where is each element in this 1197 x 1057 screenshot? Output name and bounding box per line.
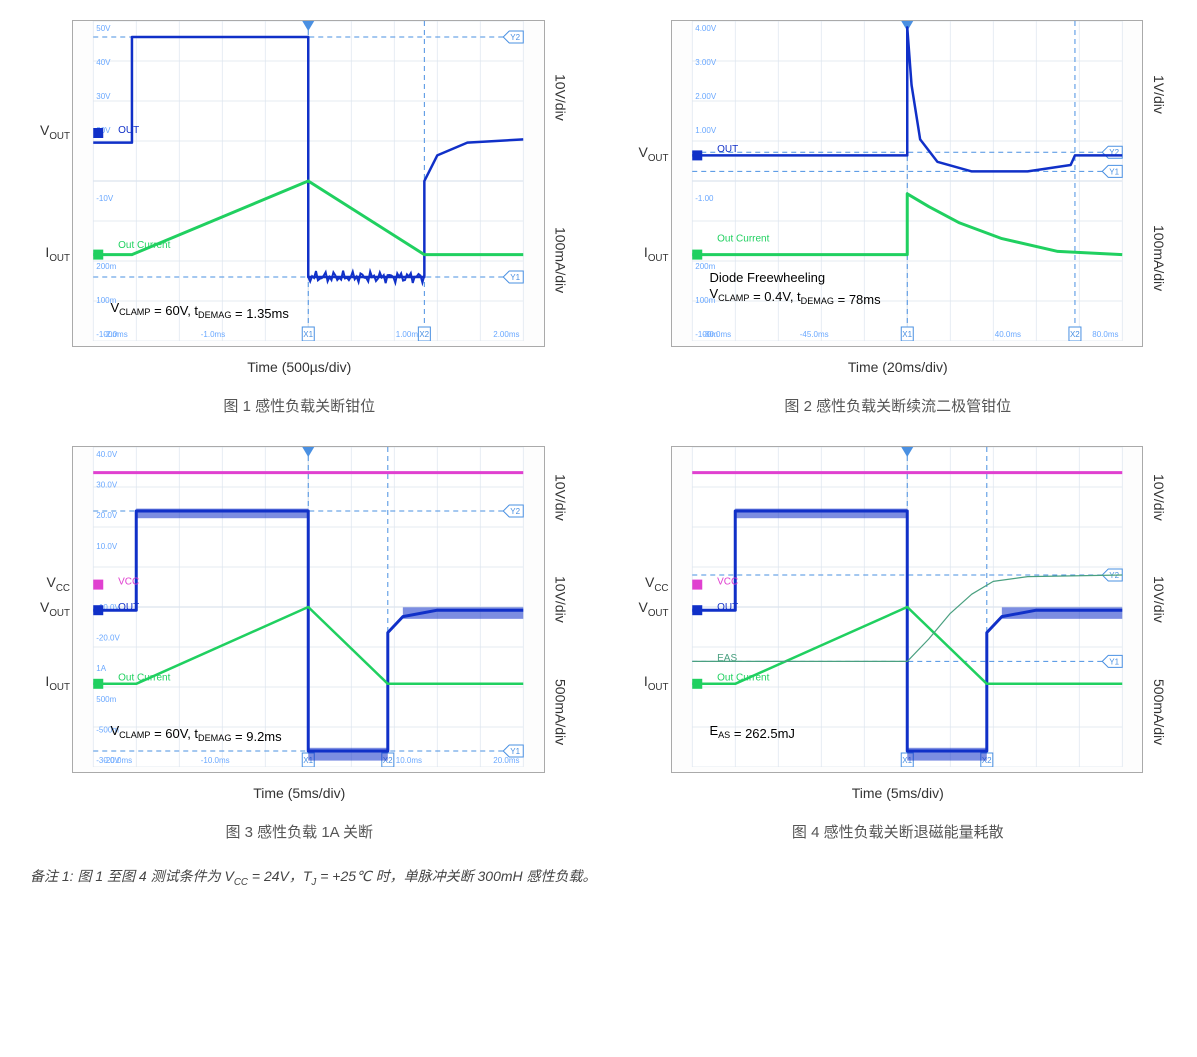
scope-channel-label: OUT [717,144,738,155]
left-labels: VCC VOUT IOUT [30,446,72,766]
svg-text:Y1: Y1 [1109,167,1119,176]
svg-text:500m: 500m [96,695,116,704]
right-labels: 10V/div 100mA/div [545,20,569,347]
scope-channel-label: Out Current [118,672,170,683]
svg-text:X2: X2 [419,330,429,339]
oscilloscope-plot: Y2Y1X1X2VCCOUTEASOut CurrentEAS = 262.5m… [672,447,1143,767]
scope-channel-label: Out Current [717,234,769,245]
scale-label: 500mA/div [1147,679,1167,745]
oscilloscope-plot: 50V40V30V20V-10V200m100m-100m-2.0ms-1.0m… [73,21,544,341]
svg-text:-45.0ms: -45.0ms [799,330,828,339]
right-labels: 10V/div 10V/div 500mA/div [1143,446,1167,773]
scale-label: 100mA/div [1147,225,1167,291]
scale-label: 10V/div [549,74,569,121]
right-labels: 10V/div 10V/div 500mA/div [545,446,569,773]
svg-text:-10.0ms: -10.0ms [201,756,230,765]
oscilloscope-plot: 4.00V3.00V2.00V1.00V-1.00200m100m-100m-8… [672,21,1143,341]
scope-display: 4.00V3.00V2.00V1.00V-1.00200m100m-100m-8… [671,20,1144,347]
y-axis-label: IOUT [45,673,70,693]
svg-text:Y1: Y1 [510,747,520,756]
y-axis-label: VCC [645,574,669,594]
y-axis-label: IOUT [644,244,669,264]
svg-text:-1.0ms: -1.0ms [201,330,225,339]
svg-text:1A: 1A [96,664,106,673]
scale-label: 10V/div [1147,576,1167,623]
x-axis-label: Time (5ms/div) [30,785,569,801]
scope-channel-label: VCC [118,576,139,587]
svg-text:-2.0ms: -2.0ms [103,330,127,339]
scope-channel-label: Out Current [118,240,170,251]
svg-text:30.0V: 30.0V [96,481,118,490]
scale-label: 1V/div [1147,75,1167,114]
annotation-text: Diode Freewheeling [709,270,825,285]
x-axis-label: Time (20ms/div) [629,359,1168,375]
right-labels: 1V/div 100mA/div [1143,20,1167,347]
y-axis-label: IOUT [644,673,669,693]
y-axis-label: IOUT [45,244,70,264]
svg-text:X1: X1 [303,330,313,339]
left-labels: VOUT IOUT [629,20,671,340]
svg-text:4.00V: 4.00V [695,24,717,33]
scope-channel-label: Out Current [717,672,769,683]
svg-text:40V: 40V [96,58,111,67]
panel-fig1: VOUTIOUT50V40V30V20V-10V200m100m-100m-2.… [30,20,569,426]
oscilloscope-plot: 40.0V30.0V20.0V10.0V-10.0V-20.0V1A500m-5… [73,447,544,767]
svg-text:-1.00: -1.00 [695,194,714,203]
svg-text:50V: 50V [96,24,111,33]
y-axis-label: VOUT [638,144,668,164]
panel-fig3: VCCVOUTIOUT40.0V30.0V20.0V10.0V-10.0V-20… [30,446,569,852]
panel-fig4: VCCVOUTIOUTY2Y1X1X2VCCOUTEASOut CurrentE… [629,446,1168,852]
scope-channel-label: EAS [717,653,737,664]
scale-label: 10V/div [1147,474,1167,521]
y-axis-label: VOUT [638,599,668,619]
svg-text:2.00ms: 2.00ms [493,330,519,339]
svg-text:10.0V: 10.0V [96,542,118,551]
svg-text:-20.0ms: -20.0ms [103,756,132,765]
svg-text:30V: 30V [96,92,111,101]
svg-text:40.0ms: 40.0ms [994,330,1020,339]
left-labels: VCC VOUT IOUT [629,446,671,766]
svg-text:1.00V: 1.00V [695,126,717,135]
svg-text:2.00V: 2.00V [695,92,717,101]
svg-text:-20.0V: -20.0V [96,634,120,643]
scope-channel-label: OUT [118,125,139,136]
svg-text:40.0V: 40.0V [96,450,118,459]
y-axis-label: VOUT [40,599,70,619]
svg-text:-80.0ms: -80.0ms [702,330,731,339]
scope-display: 50V40V30V20V-10V200m100m-100m-2.0ms-1.0m… [72,20,545,347]
figure-caption: 图 1 感性负载关断钳位 [30,395,569,416]
left-labels: VOUT IOUT [30,20,72,340]
y-axis-label: VOUT [40,122,70,142]
x-axis-label: Time (500µs/div) [30,359,569,375]
scope-channel-label: OUT [717,602,738,613]
svg-text:Y1: Y1 [1109,657,1119,666]
svg-text:Y1: Y1 [510,273,520,282]
y-axis-label: VCC [47,574,71,594]
figure-caption: 图 4 感性负载关断退磁能量耗散 [629,821,1168,842]
footnote: 备注 1: 图 1 至图 4 测试条件为 VCC = 24V，TJ = +25℃… [30,866,1167,888]
scale-label: 10V/div [549,474,569,521]
x-axis-label: Time (5ms/div) [629,785,1168,801]
svg-text:Y2: Y2 [510,33,520,42]
svg-text:X1: X1 [902,330,912,339]
svg-text:200m: 200m [96,262,116,271]
svg-text:Y2: Y2 [510,507,520,516]
svg-text:3.00V: 3.00V [695,58,717,67]
svg-text:-10V: -10V [96,194,114,203]
panel-fig2: VOUTIOUT4.00V3.00V2.00V1.00V-1.00200m100… [629,20,1168,426]
scale-label: 100mA/div [549,227,569,293]
scope-display: 40.0V30.0V20.0V10.0V-10.0V-20.0V1A500m-5… [72,446,545,773]
scope-channel-label: VCC [717,576,738,587]
scale-label: 500mA/div [549,679,569,745]
svg-text:10.0ms: 10.0ms [396,756,422,765]
scale-label: 10V/div [549,576,569,623]
scope-channel-label: OUT [118,602,139,613]
scope-display: Y2Y1X1X2VCCOUTEASOut CurrentEAS = 262.5m… [671,446,1144,773]
figure-grid: VOUTIOUT50V40V30V20V-10V200m100m-100m-2.… [30,20,1167,852]
svg-text:20.0V: 20.0V [96,511,118,520]
svg-text:X2: X2 [1069,330,1079,339]
svg-text:80.0ms: 80.0ms [1092,330,1118,339]
figure-caption: 图 3 感性负载 1A 关断 [30,821,569,842]
figure-caption: 图 2 感性负载关断续流二极管钳位 [629,395,1168,416]
